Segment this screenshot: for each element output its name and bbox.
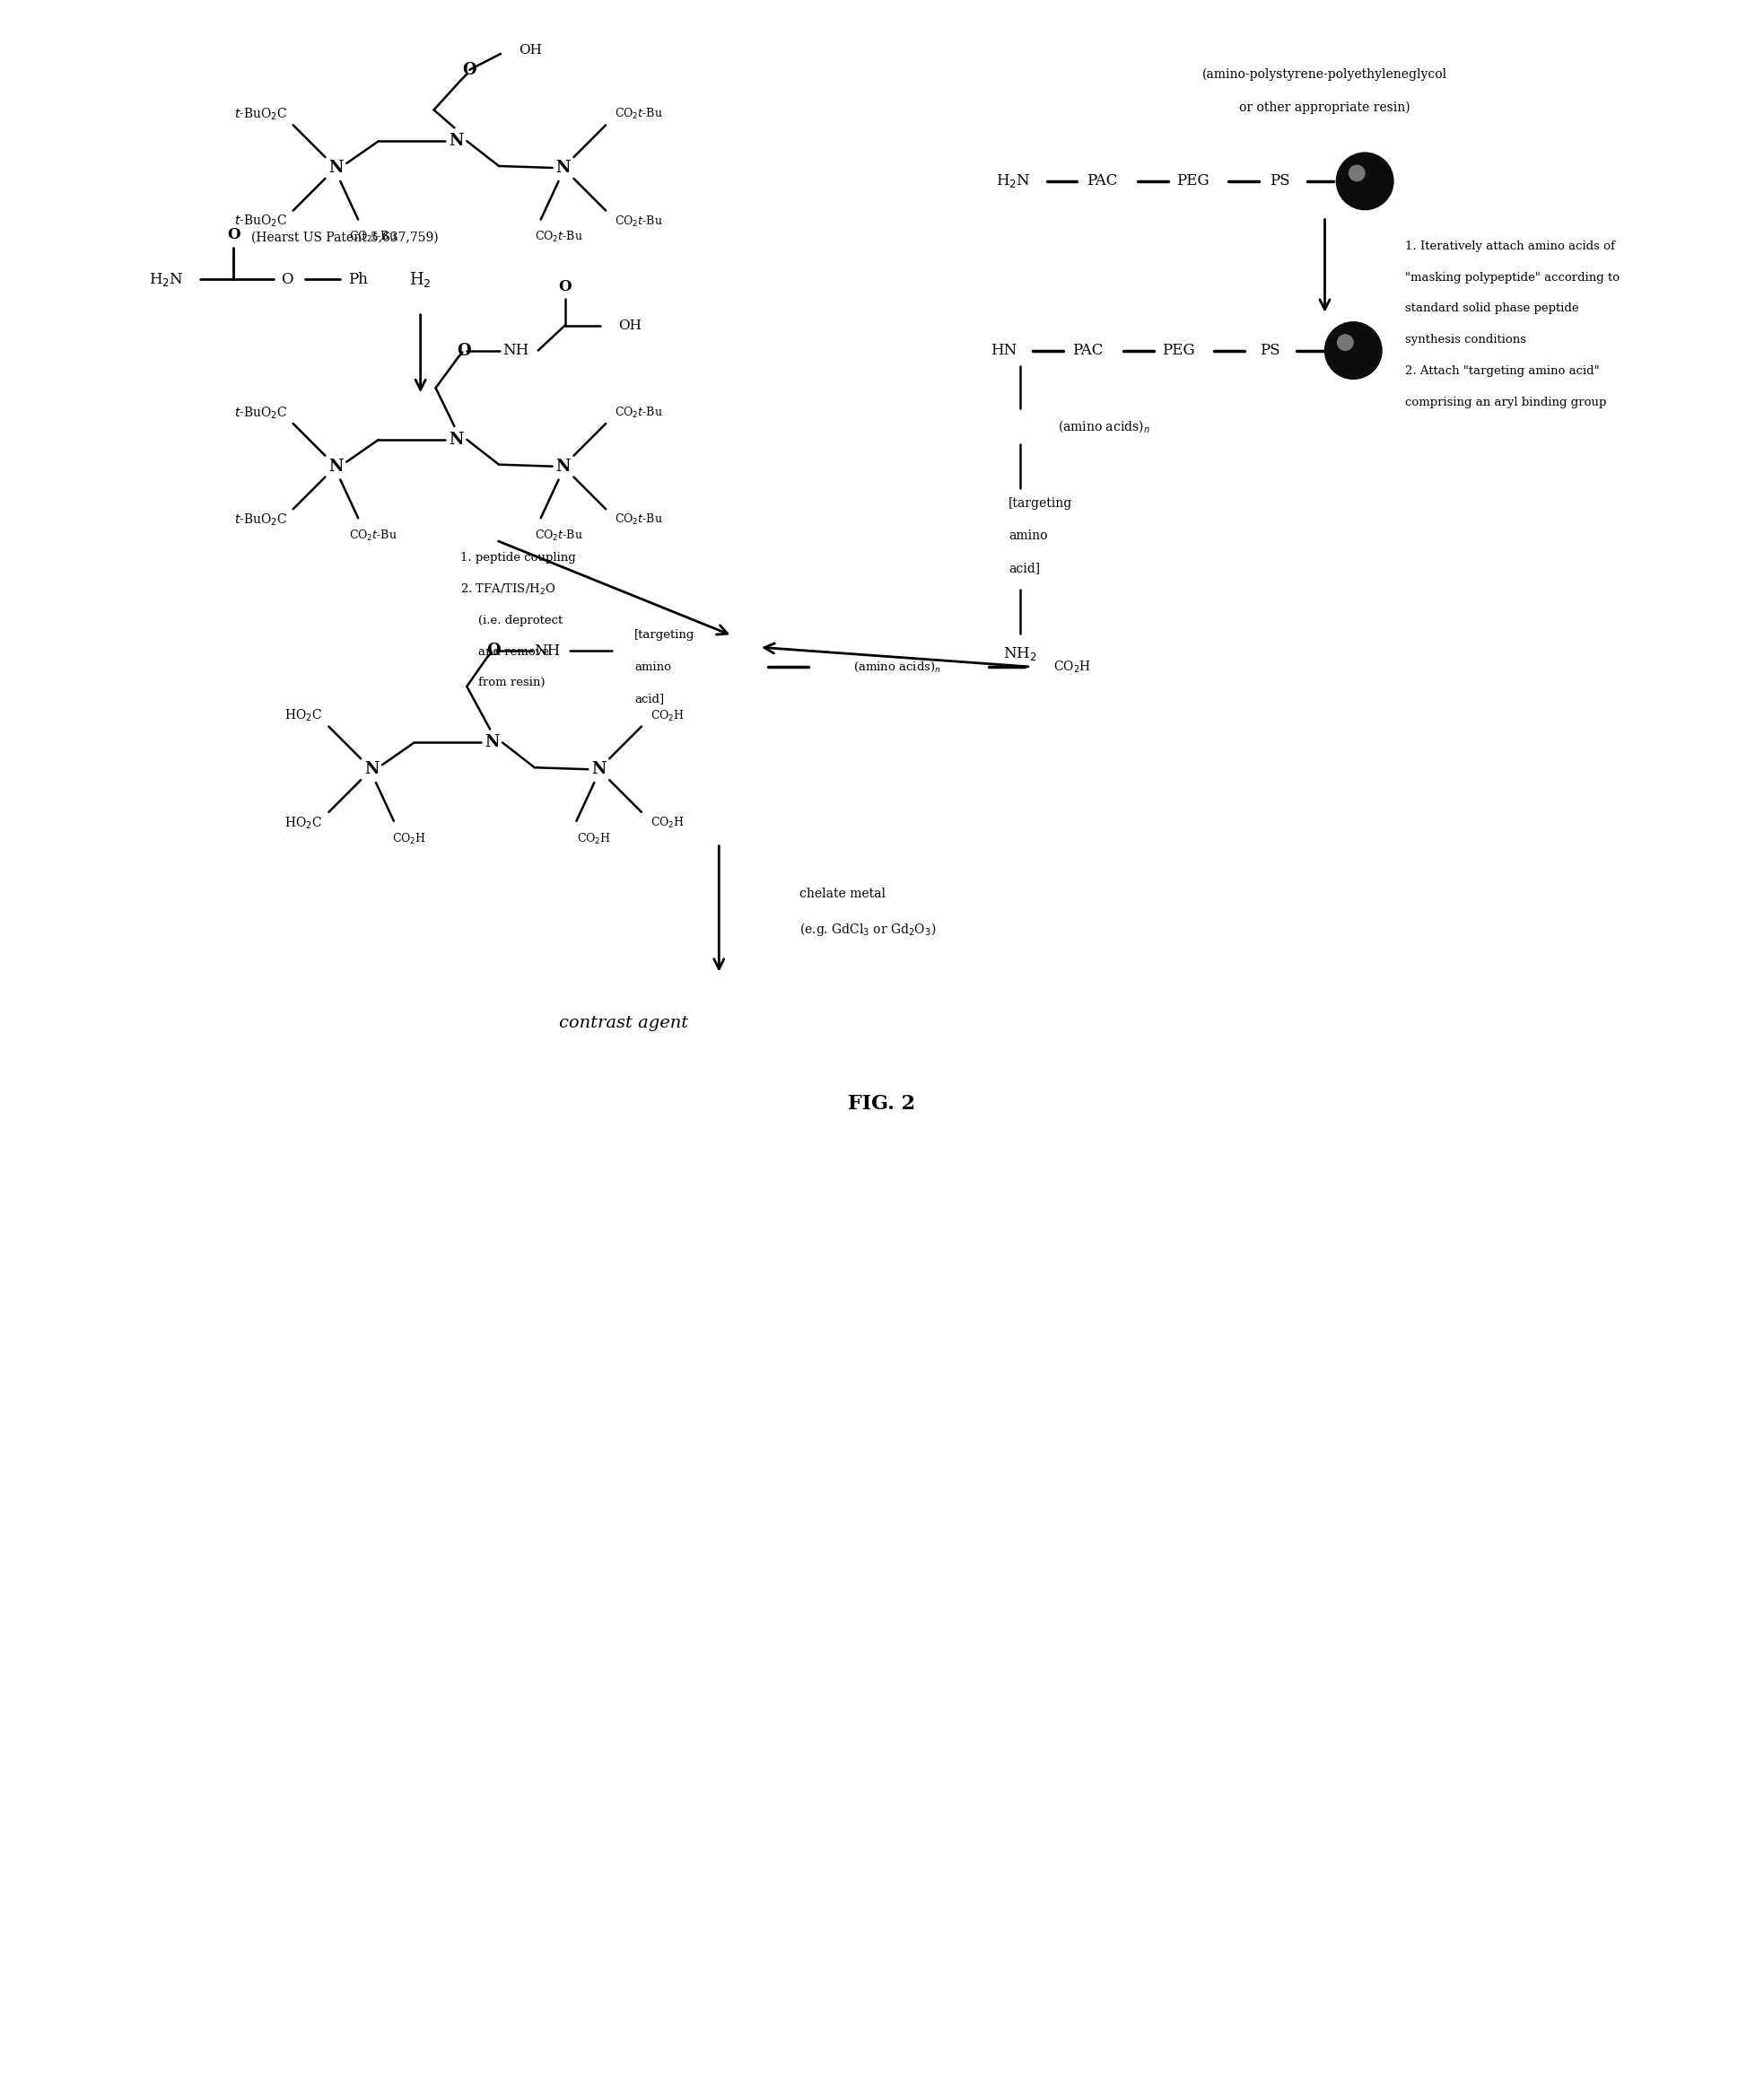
Text: CO$_2t$-Bu: CO$_2t$-Bu [614, 214, 663, 229]
Circle shape [1325, 321, 1381, 378]
Text: CO$_2t$-Bu: CO$_2t$-Bu [614, 107, 663, 122]
Text: $t$-BuO$_2$C: $t$-BuO$_2$C [235, 107, 288, 122]
Text: PAC: PAC [1073, 342, 1102, 359]
Ellipse shape [1337, 334, 1353, 351]
Text: $t$-BuO$_2$C: $t$-BuO$_2$C [235, 405, 288, 420]
Text: N: N [556, 458, 570, 475]
Text: 2. TFA/TIS/H$_2$O: 2. TFA/TIS/H$_2$O [460, 582, 556, 596]
Text: CO$_2$H: CO$_2$H [651, 815, 684, 830]
Text: acid]: acid] [635, 693, 663, 706]
Text: from resin): from resin) [478, 676, 545, 689]
Text: HN: HN [991, 342, 1018, 359]
Text: O: O [487, 643, 501, 659]
Text: N: N [328, 458, 344, 475]
Text: (i.e. deprotect: (i.e. deprotect [478, 615, 563, 626]
Text: [targeting: [targeting [635, 628, 695, 640]
Text: [targeting: [targeting [1009, 498, 1073, 510]
Text: PS: PS [1270, 174, 1291, 189]
Circle shape [1337, 153, 1394, 210]
Text: (amino acids)$_n$: (amino acids)$_n$ [1057, 418, 1150, 435]
Text: N: N [485, 735, 499, 750]
Text: "masking polypeptide" according to: "masking polypeptide" according to [1404, 271, 1619, 284]
Text: FIG. 2: FIG. 2 [848, 1094, 916, 1113]
Text: CO$_2t$-Bu: CO$_2t$-Bu [349, 529, 397, 544]
Text: CO$_2t$-Bu: CO$_2t$-Bu [534, 529, 582, 544]
Text: standard solid phase peptide: standard solid phase peptide [1404, 302, 1579, 315]
Text: PEG: PEG [1162, 342, 1194, 359]
Text: O: O [557, 279, 572, 294]
Text: CO$_2$H: CO$_2$H [1053, 659, 1090, 674]
Text: OH: OH [519, 44, 542, 57]
Text: HO$_2$C: HO$_2$C [284, 815, 323, 832]
Text: (amino-polystyrene-polyethyleneglycol: (amino-polystyrene-polyethyleneglycol [1203, 67, 1446, 80]
Text: H$_2$N: H$_2$N [150, 271, 183, 288]
Text: O: O [228, 227, 240, 242]
Text: $t$-BuO$_2$C: $t$-BuO$_2$C [235, 512, 288, 527]
Text: H$_2$: H$_2$ [409, 269, 432, 288]
Text: (e.g. GdCl$_3$ or Gd$_2$O$_3$): (e.g. GdCl$_3$ or Gd$_2$O$_3$) [799, 922, 937, 939]
Text: H$_2$N: H$_2$N [995, 172, 1030, 189]
Text: CO$_2t$-Bu: CO$_2t$-Bu [534, 231, 582, 244]
Text: CO$_2$H: CO$_2$H [577, 832, 612, 846]
Text: NH: NH [503, 342, 529, 359]
Text: O: O [462, 61, 476, 78]
Text: CO$_2$H: CO$_2$H [651, 708, 684, 722]
Text: N: N [363, 760, 379, 777]
Text: amino: amino [1009, 529, 1048, 542]
Text: N: N [556, 160, 570, 176]
Text: and remove: and remove [478, 647, 549, 657]
Text: amino: amino [635, 662, 670, 672]
Text: N: N [591, 760, 607, 777]
Text: O: O [457, 342, 471, 359]
Text: PAC: PAC [1087, 174, 1117, 189]
Text: CO$_2t$-Bu: CO$_2t$-Bu [614, 405, 663, 420]
Text: HO$_2$C: HO$_2$C [284, 708, 323, 724]
Text: N: N [448, 430, 464, 447]
Text: NH$_2$: NH$_2$ [1004, 645, 1037, 662]
Text: synthesis conditions: synthesis conditions [1404, 334, 1526, 347]
Text: contrast agent: contrast agent [559, 1014, 688, 1031]
Text: $t$-BuO$_2$C: $t$-BuO$_2$C [235, 214, 288, 229]
Text: OH: OH [619, 319, 642, 332]
Text: CO$_2$H: CO$_2$H [392, 832, 427, 846]
Text: 1. Iteratively attach amino acids of: 1. Iteratively attach amino acids of [1404, 239, 1614, 252]
Text: chelate metal: chelate metal [799, 888, 886, 901]
Text: O: O [280, 271, 293, 288]
Text: PS: PS [1259, 342, 1279, 359]
Text: N: N [448, 132, 464, 149]
Text: acid]: acid] [1009, 561, 1041, 573]
Text: 2. Attach "targeting amino acid": 2. Attach "targeting amino acid" [1404, 365, 1600, 376]
Text: CO$_2t$-Bu: CO$_2t$-Bu [349, 231, 397, 244]
Text: 1. peptide coupling: 1. peptide coupling [460, 552, 577, 565]
Text: PEG: PEG [1177, 174, 1210, 189]
Text: (amino acids)$_n$: (amino acids)$_n$ [854, 659, 940, 674]
Text: comprising an aryl binding group: comprising an aryl binding group [1404, 397, 1607, 407]
Text: Ph: Ph [348, 271, 369, 288]
Text: NH: NH [534, 643, 561, 659]
Ellipse shape [1349, 166, 1365, 181]
Text: N: N [328, 160, 344, 176]
Text: (Hearst US Patent 5,637,759): (Hearst US Patent 5,637,759) [250, 231, 439, 244]
Text: CO$_2t$-Bu: CO$_2t$-Bu [614, 512, 663, 527]
Text: or other appropriate resin): or other appropriate resin) [1240, 101, 1409, 113]
